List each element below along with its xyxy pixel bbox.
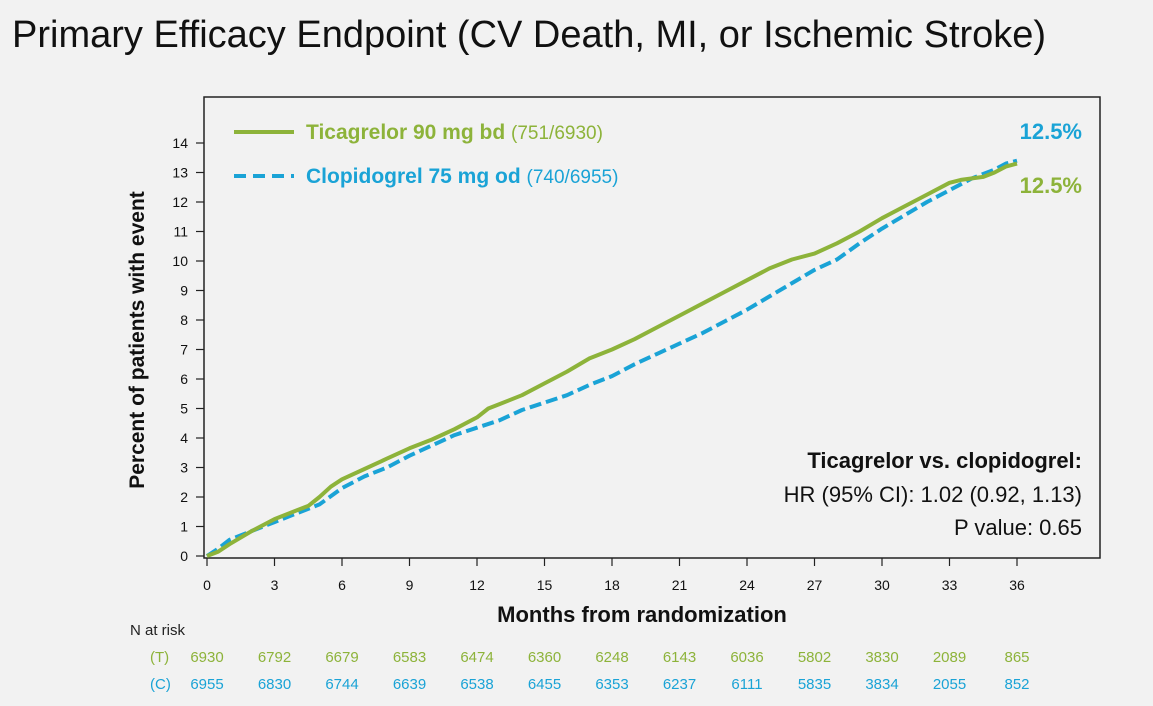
x-tick-label: 21 bbox=[672, 577, 688, 593]
risk-value: 2055 bbox=[933, 676, 966, 693]
y-tick-label: 3 bbox=[180, 460, 188, 476]
x-tick-label: 18 bbox=[604, 577, 620, 593]
risk-table-header: N at risk bbox=[130, 622, 186, 639]
risk-value: 6474 bbox=[460, 649, 493, 666]
risk-value: 5802 bbox=[798, 649, 831, 666]
risk-value: 6360 bbox=[528, 649, 561, 666]
y-tick-label: 8 bbox=[180, 312, 188, 328]
x-tick-label: 9 bbox=[406, 577, 414, 593]
risk-value: 6955 bbox=[190, 676, 223, 693]
risk-value: 6143 bbox=[663, 649, 696, 666]
legend-count-clopidogrel: (740/6955) bbox=[527, 167, 619, 188]
series-layer bbox=[205, 158, 1018, 558]
stat-p-value: P value: 0.65 bbox=[954, 515, 1082, 540]
x-tick-label: 33 bbox=[942, 577, 958, 593]
risk-value: 6930 bbox=[190, 649, 223, 666]
y-tick-label: 4 bbox=[180, 430, 188, 446]
y-tick-label: 7 bbox=[180, 342, 188, 358]
y-tick-label: 5 bbox=[180, 401, 188, 417]
series-line-ticagrelor bbox=[206, 161, 1018, 558]
y-tick-label: 6 bbox=[180, 371, 188, 387]
risk-value: 6583 bbox=[393, 649, 426, 666]
x-tick-label: 3 bbox=[271, 577, 279, 593]
risk-value: 6353 bbox=[595, 676, 628, 693]
risk-value: 2089 bbox=[933, 649, 966, 666]
legend: Ticagrelor 90 mg bd (751/6930) Clopidogr… bbox=[234, 121, 618, 188]
stat-title: Ticagrelor vs. clopidogrel: bbox=[807, 448, 1082, 473]
risk-value: 5835 bbox=[798, 676, 831, 693]
risk-row-label-c: (C) bbox=[150, 676, 171, 693]
risk-value: 6639 bbox=[393, 676, 426, 693]
legend-label-clopidogrel: Clopidogrel 75 mg od bbox=[306, 165, 521, 188]
x-tick-label: 15 bbox=[537, 577, 553, 593]
x-tick-label: 12 bbox=[469, 577, 485, 593]
y-tick-label: 1 bbox=[180, 519, 188, 535]
risk-table: N at risk (T) (C) 6930 6792 6679 6583 6474 63… bbox=[130, 622, 1030, 693]
y-tick-label: 14 bbox=[172, 135, 188, 151]
risk-value: 6455 bbox=[528, 676, 561, 693]
risk-value: 6679 bbox=[325, 649, 358, 666]
risk-value: 865 bbox=[1004, 649, 1029, 666]
x-axis: 0 3 6 9 12 15 18 21 24 27 30 33 36 bbox=[203, 558, 1025, 593]
y-tick-label: 2 bbox=[180, 489, 188, 505]
risk-value: 6248 bbox=[595, 649, 628, 666]
risk-value: 3834 bbox=[865, 676, 898, 693]
x-tick-label: 6 bbox=[338, 577, 346, 593]
x-axis-label: Months from randomization bbox=[497, 602, 787, 627]
y-tick-label: 0 bbox=[180, 548, 188, 564]
legend-entry-ticagrelor: Ticagrelor 90 mg bd (751/6930) bbox=[306, 121, 603, 144]
risk-value: 852 bbox=[1004, 676, 1029, 693]
risk-value: 6830 bbox=[258, 676, 291, 693]
risk-values: 6930 6792 6679 6583 6474 6360 6248 6143 6036 5802… bbox=[190, 649, 1029, 693]
x-tick-label: 24 bbox=[739, 577, 755, 593]
legend-label-ticagrelor: Ticagrelor 90 mg bd bbox=[306, 121, 505, 144]
y-axis-label: Percent of patients with event bbox=[126, 191, 149, 489]
x-tick-label: 0 bbox=[203, 577, 211, 593]
y-tick-label: 10 bbox=[172, 253, 188, 269]
x-tick-label: 36 bbox=[1009, 577, 1025, 593]
legend-count-ticagrelor: (751/6930) bbox=[511, 123, 603, 144]
slide-title: Primary Efficacy Endpoint (CV Death, MI,… bbox=[12, 14, 1047, 56]
risk-row-label-t: (T) bbox=[150, 649, 169, 666]
risk-value: 6237 bbox=[663, 676, 696, 693]
y-tick-label: 11 bbox=[173, 224, 188, 240]
plot-frame bbox=[203, 96, 1101, 559]
x-tick-label: 30 bbox=[874, 577, 890, 593]
legend-entry-clopidogrel: Clopidogrel 75 mg od (740/6955) bbox=[306, 165, 618, 188]
end-label-ticagrelor: 12.5% bbox=[1020, 173, 1082, 198]
risk-value: 6744 bbox=[325, 676, 358, 693]
y-tick-label: 13 bbox=[172, 165, 188, 181]
stat-hr: HR (95% CI): 1.02 (0.92, 1.13) bbox=[784, 482, 1082, 507]
end-label-clopidogrel: 12.5% bbox=[1020, 119, 1082, 144]
risk-value: 6792 bbox=[258, 649, 291, 666]
series-line-clopidogrel bbox=[205, 158, 1018, 558]
risk-value: 6036 bbox=[730, 649, 763, 666]
risk-value: 3830 bbox=[865, 649, 898, 666]
risk-value: 6538 bbox=[460, 676, 493, 693]
statistics-annotation: Ticagrelor vs. clopidogrel: HR (95% CI):… bbox=[784, 448, 1082, 540]
x-tick-label: 27 bbox=[807, 577, 823, 593]
risk-value: 6111 bbox=[731, 676, 762, 693]
y-tick-label: 9 bbox=[180, 283, 188, 299]
y-tick-label: 12 bbox=[172, 194, 188, 210]
